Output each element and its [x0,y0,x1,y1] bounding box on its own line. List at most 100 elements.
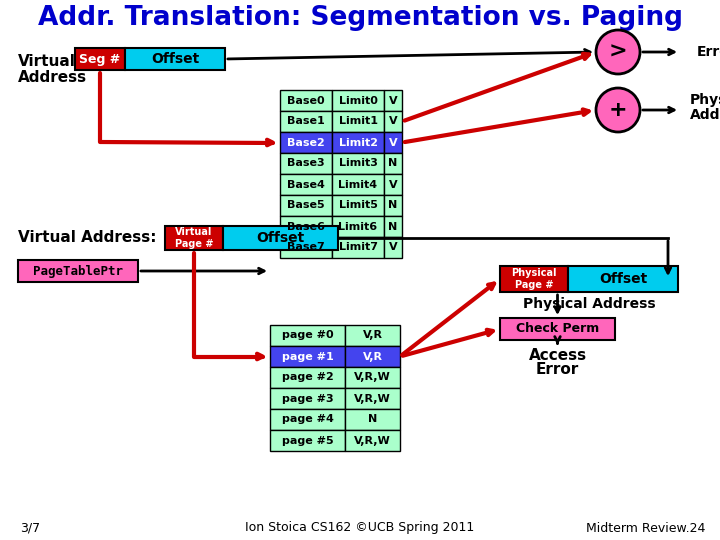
FancyBboxPatch shape [280,153,332,174]
FancyBboxPatch shape [345,367,400,388]
Text: Error: Error [536,362,579,377]
Text: Limit4: Limit4 [338,179,377,190]
FancyBboxPatch shape [270,325,345,346]
Text: Limit7: Limit7 [338,242,377,253]
FancyBboxPatch shape [500,318,615,340]
Text: Address: Address [18,71,87,85]
FancyBboxPatch shape [384,216,402,237]
Text: V,R,W: V,R,W [354,373,391,382]
Text: Offset: Offset [256,231,305,245]
Circle shape [596,30,640,74]
Text: >: > [608,42,627,62]
FancyBboxPatch shape [332,111,384,132]
Text: Limit3: Limit3 [338,159,377,168]
Text: Midterm Review.24: Midterm Review.24 [585,522,705,535]
FancyBboxPatch shape [568,266,678,292]
FancyBboxPatch shape [332,153,384,174]
Text: page #3: page #3 [282,394,333,403]
FancyBboxPatch shape [18,260,138,282]
Text: V,R: V,R [362,330,382,341]
Text: +: + [608,100,627,120]
FancyBboxPatch shape [384,237,402,258]
Text: page #4: page #4 [282,415,333,424]
FancyBboxPatch shape [384,90,402,111]
Text: Error: Error [697,45,720,59]
Text: Virtual
Page #: Virtual Page # [175,227,213,249]
Text: Base6: Base6 [287,221,325,232]
Text: Base1: Base1 [287,117,325,126]
Text: V: V [389,179,397,190]
Circle shape [596,88,640,132]
FancyBboxPatch shape [332,132,384,153]
FancyBboxPatch shape [384,174,402,195]
FancyBboxPatch shape [280,216,332,237]
FancyBboxPatch shape [280,90,332,111]
Text: N: N [388,200,397,211]
FancyBboxPatch shape [384,132,402,153]
Text: N: N [388,159,397,168]
FancyBboxPatch shape [345,388,400,409]
FancyBboxPatch shape [270,388,345,409]
Text: Limit6: Limit6 [338,221,377,232]
Text: V: V [389,242,397,253]
Text: Check Perm: Check Perm [516,322,599,335]
Text: V: V [389,117,397,126]
FancyBboxPatch shape [270,409,345,430]
Text: Addr. Translation: Segmentation vs. Paging: Addr. Translation: Segmentation vs. Pagi… [37,5,683,31]
FancyBboxPatch shape [280,132,332,153]
Text: page #2: page #2 [282,373,333,382]
Text: Offset: Offset [151,52,199,66]
FancyBboxPatch shape [223,226,338,250]
Text: Physical Address: Physical Address [523,297,655,311]
Text: Base7: Base7 [287,242,325,253]
FancyBboxPatch shape [280,111,332,132]
Text: V: V [389,138,397,147]
FancyBboxPatch shape [384,195,402,216]
Text: Virtual: Virtual [18,55,76,70]
FancyBboxPatch shape [270,346,345,367]
Text: V,R: V,R [362,352,382,361]
FancyBboxPatch shape [270,430,345,451]
Text: Seg #: Seg # [79,52,121,65]
Text: page #5: page #5 [282,435,333,445]
Text: Virtual Address:: Virtual Address: [18,231,156,246]
Text: PageTablePtr: PageTablePtr [33,265,123,278]
Text: Limit2: Limit2 [338,138,377,147]
FancyBboxPatch shape [165,226,223,250]
Text: Physical: Physical [690,93,720,107]
FancyBboxPatch shape [345,325,400,346]
Text: V: V [389,96,397,105]
FancyBboxPatch shape [500,266,568,292]
Text: Base0: Base0 [287,96,325,105]
FancyBboxPatch shape [280,237,332,258]
FancyBboxPatch shape [384,111,402,132]
Text: Base4: Base4 [287,179,325,190]
Text: Base3: Base3 [287,159,325,168]
Text: page #1: page #1 [282,352,333,361]
Text: Ion Stoica CS162 ©UCB Spring 2011: Ion Stoica CS162 ©UCB Spring 2011 [246,522,474,535]
FancyBboxPatch shape [332,90,384,111]
Text: Physical
Page #: Physical Page # [511,268,557,290]
Text: Limit1: Limit1 [338,117,377,126]
Text: N: N [388,221,397,232]
Text: Address: Address [690,108,720,122]
FancyBboxPatch shape [280,174,332,195]
Text: page #0: page #0 [282,330,333,341]
FancyBboxPatch shape [280,195,332,216]
FancyBboxPatch shape [332,174,384,195]
FancyBboxPatch shape [384,153,402,174]
FancyBboxPatch shape [345,409,400,430]
FancyBboxPatch shape [75,48,125,70]
Text: Base5: Base5 [287,200,325,211]
FancyBboxPatch shape [270,367,345,388]
FancyBboxPatch shape [332,237,384,258]
Text: Offset: Offset [599,272,647,286]
Text: Access: Access [528,348,587,362]
Text: Base2: Base2 [287,138,325,147]
FancyBboxPatch shape [345,430,400,451]
Text: V,R,W: V,R,W [354,435,391,445]
FancyBboxPatch shape [332,216,384,237]
Text: 3/7: 3/7 [20,522,40,535]
FancyBboxPatch shape [345,346,400,367]
Text: Limit0: Limit0 [338,96,377,105]
